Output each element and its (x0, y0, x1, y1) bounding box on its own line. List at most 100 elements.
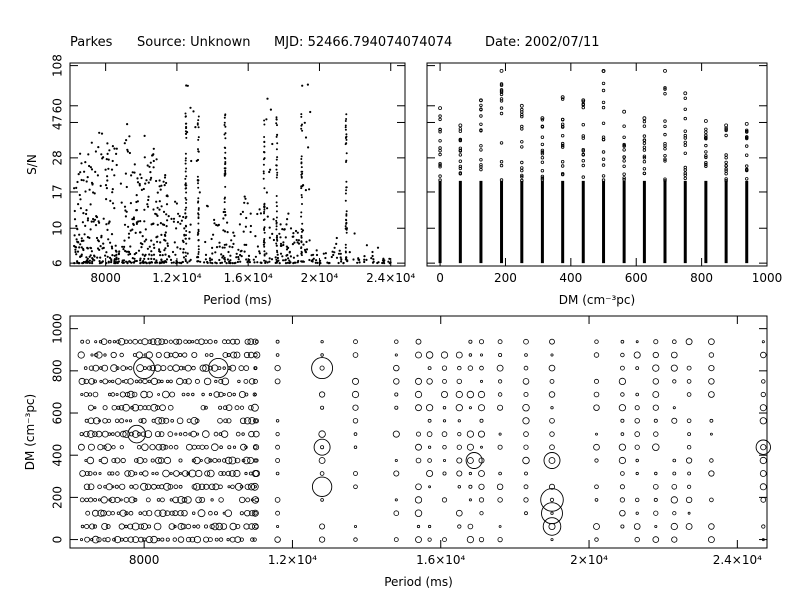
data-point (184, 217, 187, 220)
data-point (123, 142, 126, 145)
data-point (345, 219, 348, 222)
data-point (137, 249, 141, 252)
data-point (199, 459, 203, 462)
data-point (279, 252, 283, 255)
data-point (122, 403, 130, 412)
data-point (151, 471, 155, 475)
data-point (245, 258, 248, 261)
data-point (152, 243, 155, 246)
data-point (160, 261, 163, 264)
data-point (141, 243, 144, 246)
data-point (83, 366, 88, 370)
data-point (143, 240, 146, 243)
data-point (760, 351, 767, 359)
data-point (744, 122, 749, 126)
data-point (197, 217, 200, 220)
data-point (111, 202, 115, 205)
data-point (234, 457, 241, 464)
data-point (241, 432, 245, 436)
data-point (144, 228, 147, 231)
data-point (73, 209, 76, 213)
data-point (685, 457, 693, 464)
data-point (760, 391, 766, 398)
large-candidate-circle (313, 438, 331, 456)
data-point (441, 431, 448, 437)
data-point (98, 260, 101, 263)
data-point (314, 261, 317, 264)
data-point (119, 445, 124, 450)
data-point (287, 257, 290, 260)
data-point (182, 379, 188, 384)
data-point (78, 377, 86, 385)
data-point (456, 444, 462, 450)
data-point (581, 122, 585, 127)
data-point (208, 392, 212, 397)
data-point (468, 339, 473, 344)
data-point (97, 484, 102, 490)
data-point (594, 339, 599, 344)
data-point (87, 471, 93, 476)
data-point (140, 390, 148, 399)
data-point (426, 469, 434, 477)
data-point (159, 509, 167, 517)
data-point (223, 230, 227, 233)
data-point (185, 184, 188, 187)
data-point (300, 161, 303, 164)
data-point (258, 208, 261, 211)
data-point (158, 179, 161, 182)
data-point (123, 223, 127, 226)
data-point (274, 364, 281, 372)
data-point (99, 184, 102, 187)
data-point (210, 237, 213, 241)
data-point (468, 498, 472, 502)
data-point (225, 262, 228, 265)
data-point (233, 351, 241, 359)
data-point (237, 248, 240, 251)
data-point (619, 510, 626, 517)
data-point (235, 252, 238, 255)
data-point (300, 247, 303, 250)
data-point (302, 184, 305, 187)
data-point (438, 114, 442, 118)
data-point (301, 84, 304, 87)
data-point (144, 182, 147, 185)
data-point (136, 364, 145, 373)
data-point (235, 431, 241, 437)
data-point (229, 536, 236, 543)
data-point (635, 511, 639, 515)
data-point (119, 509, 127, 517)
data-point (540, 176, 545, 180)
data-point (132, 338, 139, 345)
data-point (224, 137, 227, 140)
data-point (238, 223, 241, 226)
data-point (224, 171, 227, 173)
data-point (185, 234, 187, 237)
data-point (271, 232, 274, 235)
data-point (133, 253, 136, 256)
data-point (144, 430, 153, 439)
data-point (198, 191, 201, 194)
data-point (101, 260, 104, 263)
data-point (499, 106, 504, 110)
data-point (438, 148, 442, 153)
data-point (683, 96, 687, 100)
data-point (620, 471, 625, 476)
data-point (549, 431, 555, 437)
data-point (169, 391, 176, 398)
data-point (759, 483, 767, 491)
data-point (710, 432, 713, 436)
data-point (115, 253, 118, 256)
data-point (497, 379, 503, 384)
data-point (185, 202, 187, 204)
data-point (105, 158, 108, 161)
data-point (248, 258, 251, 261)
data-point (157, 393, 161, 396)
data-point (115, 152, 118, 155)
data-point (275, 176, 278, 179)
data-point (184, 364, 192, 372)
header-telescope: Parkes (70, 35, 113, 50)
data-point (219, 445, 223, 450)
data-point (156, 240, 159, 243)
data-point (642, 119, 647, 124)
